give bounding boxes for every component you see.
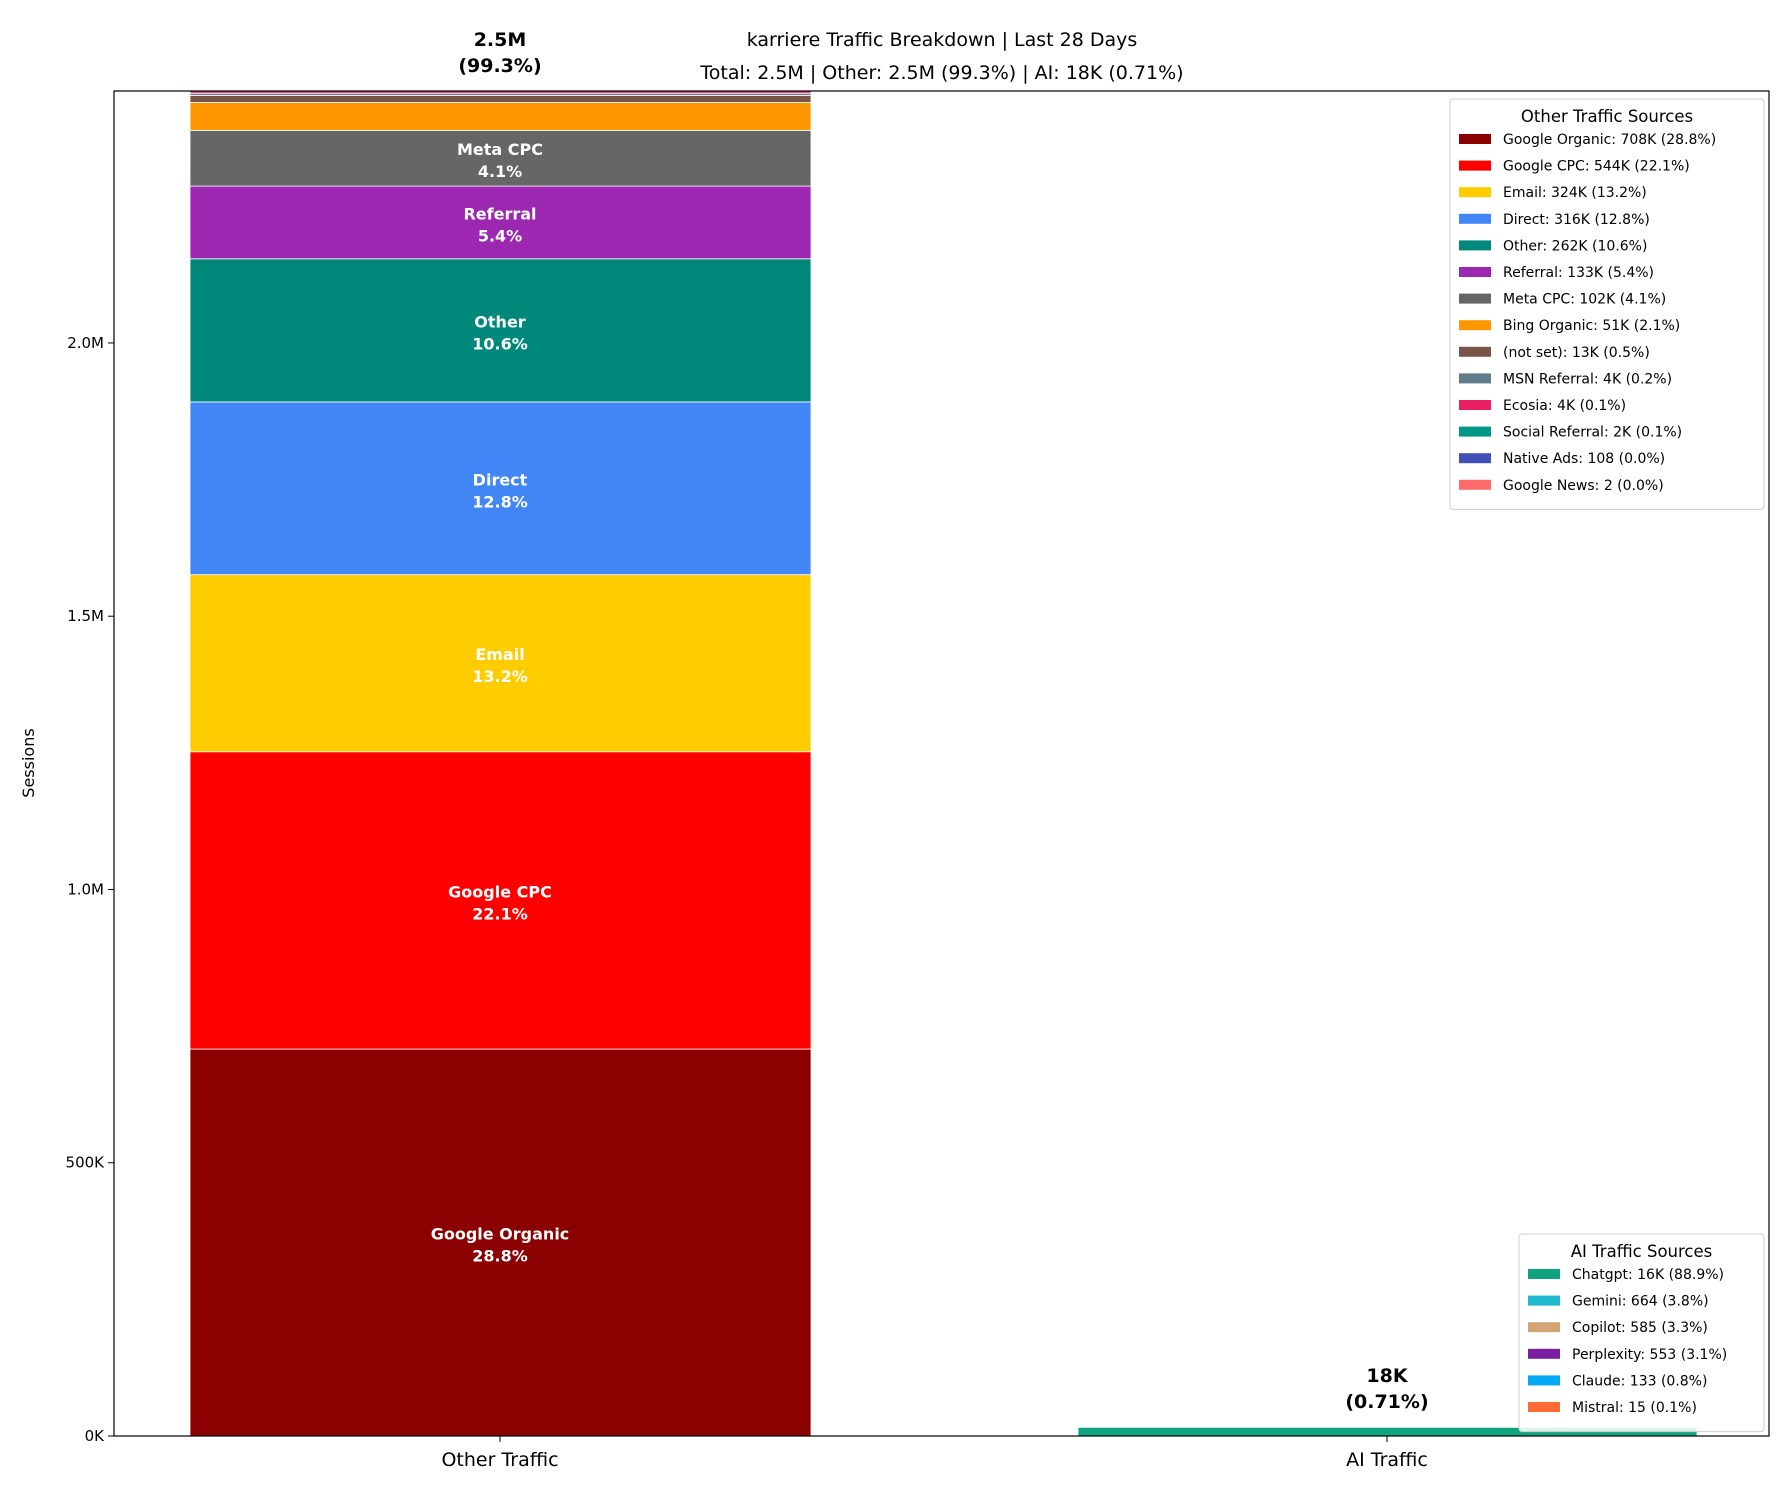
legend-swatch [1528,1295,1560,1306]
bar-segment-email [189,574,812,753]
legend-swatch [1528,1375,1560,1386]
segment-label-name: Email [475,645,524,664]
bars-layer: Google Organic 28.8% Google CPC 22.1% Email 1… [189,29,1698,1437]
bar-segment-meta-cpc [189,129,812,187]
segment-label-pct: 12.8% [472,492,528,511]
legend-entry: MSN Referral: 4K (0.2%) [1503,371,1672,387]
segment-label-pct: 28.8% [472,1247,528,1266]
chart-title: karriere Traffic Breakdown | Last 28 Day… [747,29,1138,51]
legend-entry: Chatgpt: 16K (88.9%) [1572,1267,1724,1283]
legend-swatch [1459,320,1491,331]
legend-entry: Ecosia: 4K (0.1%) [1503,398,1626,414]
segment-label-name: Other [474,312,525,331]
segment-label-pct: 10.6% [472,334,528,353]
legend-swatch [1459,213,1491,224]
legend-ai-traffic: AI Traffic Sources Chatgpt: 16K (88.9%) Ge… [1518,1233,1765,1433]
legend-swatch [1459,426,1491,437]
segment-label-pct: 4.1% [478,162,522,181]
legend-entry: Google CPC: 544K (22.1%) [1503,159,1690,175]
legend-entry: Other: 262K (10.6%) [1503,238,1647,254]
legend-swatch [1459,453,1491,464]
bar-segment-referral [189,185,812,260]
legend-entry: Meta CPC: 102K (4.1%) [1503,292,1666,308]
y-tick-label: 1.5M [67,607,104,625]
y-tick-label: 500K [66,1154,106,1172]
y-tick-label: 0K [85,1427,106,1445]
bar-segment-google-cpc [189,751,812,1050]
legend-entry: Claude: 133 (0.8%) [1572,1373,1707,1389]
segment-label-name: Google CPC [448,882,552,901]
legend-swatch [1459,134,1491,144]
legend-entry: Google Organic: 708K (28.8%) [1503,132,1716,148]
legend-swatch [1459,346,1491,357]
legend-entry: Gemini: 664 (3.8%) [1572,1294,1709,1310]
legend-swatch [1528,1348,1560,1359]
bar-total-value: 2.5M [474,29,527,51]
legend-entry: Direct: 316K (12.8%) [1503,212,1650,228]
axes-layer: Other Traffic AI Traffic 0K 500K 1.0M 1.5M 2.0… [66,90,1770,1471]
segment-label-name: Meta CPC [457,140,543,159]
legend-swatch [1459,187,1491,198]
legend-entry: Perplexity: 553 (3.1%) [1572,1347,1727,1363]
legend-entry: Email: 324K (13.2%) [1503,185,1647,201]
chart-subtitle: Total: 2.5M | Other: 2.5M (99.3%) | AI: … [699,62,1183,84]
legend-swatch [1459,240,1491,251]
y-axis-label: Sessions [19,728,38,797]
legend-swatch [1459,267,1491,277]
segment-label-pct: 5.4% [478,226,522,245]
segment-label-name: Google Organic [431,1225,570,1244]
bar-total-pct: (99.3%) [458,55,541,77]
bar-segment-direct [189,401,812,576]
plot-frame [113,90,1770,1437]
bar-segment-bing-organic [189,102,812,131]
legend-swatch [1528,1402,1560,1412]
legend-entry: (not set): 13K (0.5%) [1503,345,1650,361]
y-tick-label: 2.0M [67,334,104,352]
segment-label-pct: 22.1% [472,904,528,923]
bar-segment-other [189,258,812,403]
x-tick-label: AI Traffic [1346,1449,1428,1471]
bar-total-pct: (0.71%) [1345,1391,1428,1413]
legend-entry: Mistral: 15 (0.1%) [1572,1400,1697,1416]
legend-title: Other Traffic Sources [1521,107,1693,126]
bar-segment--not-set- [189,94,812,103]
legend-entry: Bing Organic: 51K (2.1%) [1503,318,1680,334]
legend-entry: Google News: 2 (0.0%) [1503,478,1664,494]
legend-swatch [1459,400,1491,410]
legend-swatch [1528,1269,1560,1279]
legend-entry: Copilot: 585 (3.3%) [1572,1320,1708,1336]
x-tick-label: Other Traffic [441,1449,558,1471]
bar-total-value: 18K [1366,1365,1408,1387]
bar-segment-google-organic [189,1048,812,1437]
y-tick-label: 1.0M [67,880,104,898]
legend-swatch [1459,293,1491,304]
legend-swatch [1528,1322,1560,1333]
legend-title: AI Traffic Sources [1571,1242,1712,1261]
legend-swatch [1459,160,1491,171]
segment-label-name: Direct [473,470,528,489]
legend-other-traffic: Other Traffic Sources Google Organic: 708… [1449,98,1765,510]
legend-frame [1518,1233,1765,1433]
legend-entry: Social Referral: 2K (0.1%) [1503,425,1682,441]
segment-label-name: Referral [463,204,536,223]
legend-swatch [1459,373,1491,384]
legend-frame [1449,98,1765,510]
legend-swatch [1459,479,1491,490]
legend-entry: Referral: 133K (5.4%) [1503,265,1654,281]
legend-entry: Native Ads: 108 (0.0%) [1503,451,1665,467]
segment-label-pct: 13.2% [472,667,528,686]
